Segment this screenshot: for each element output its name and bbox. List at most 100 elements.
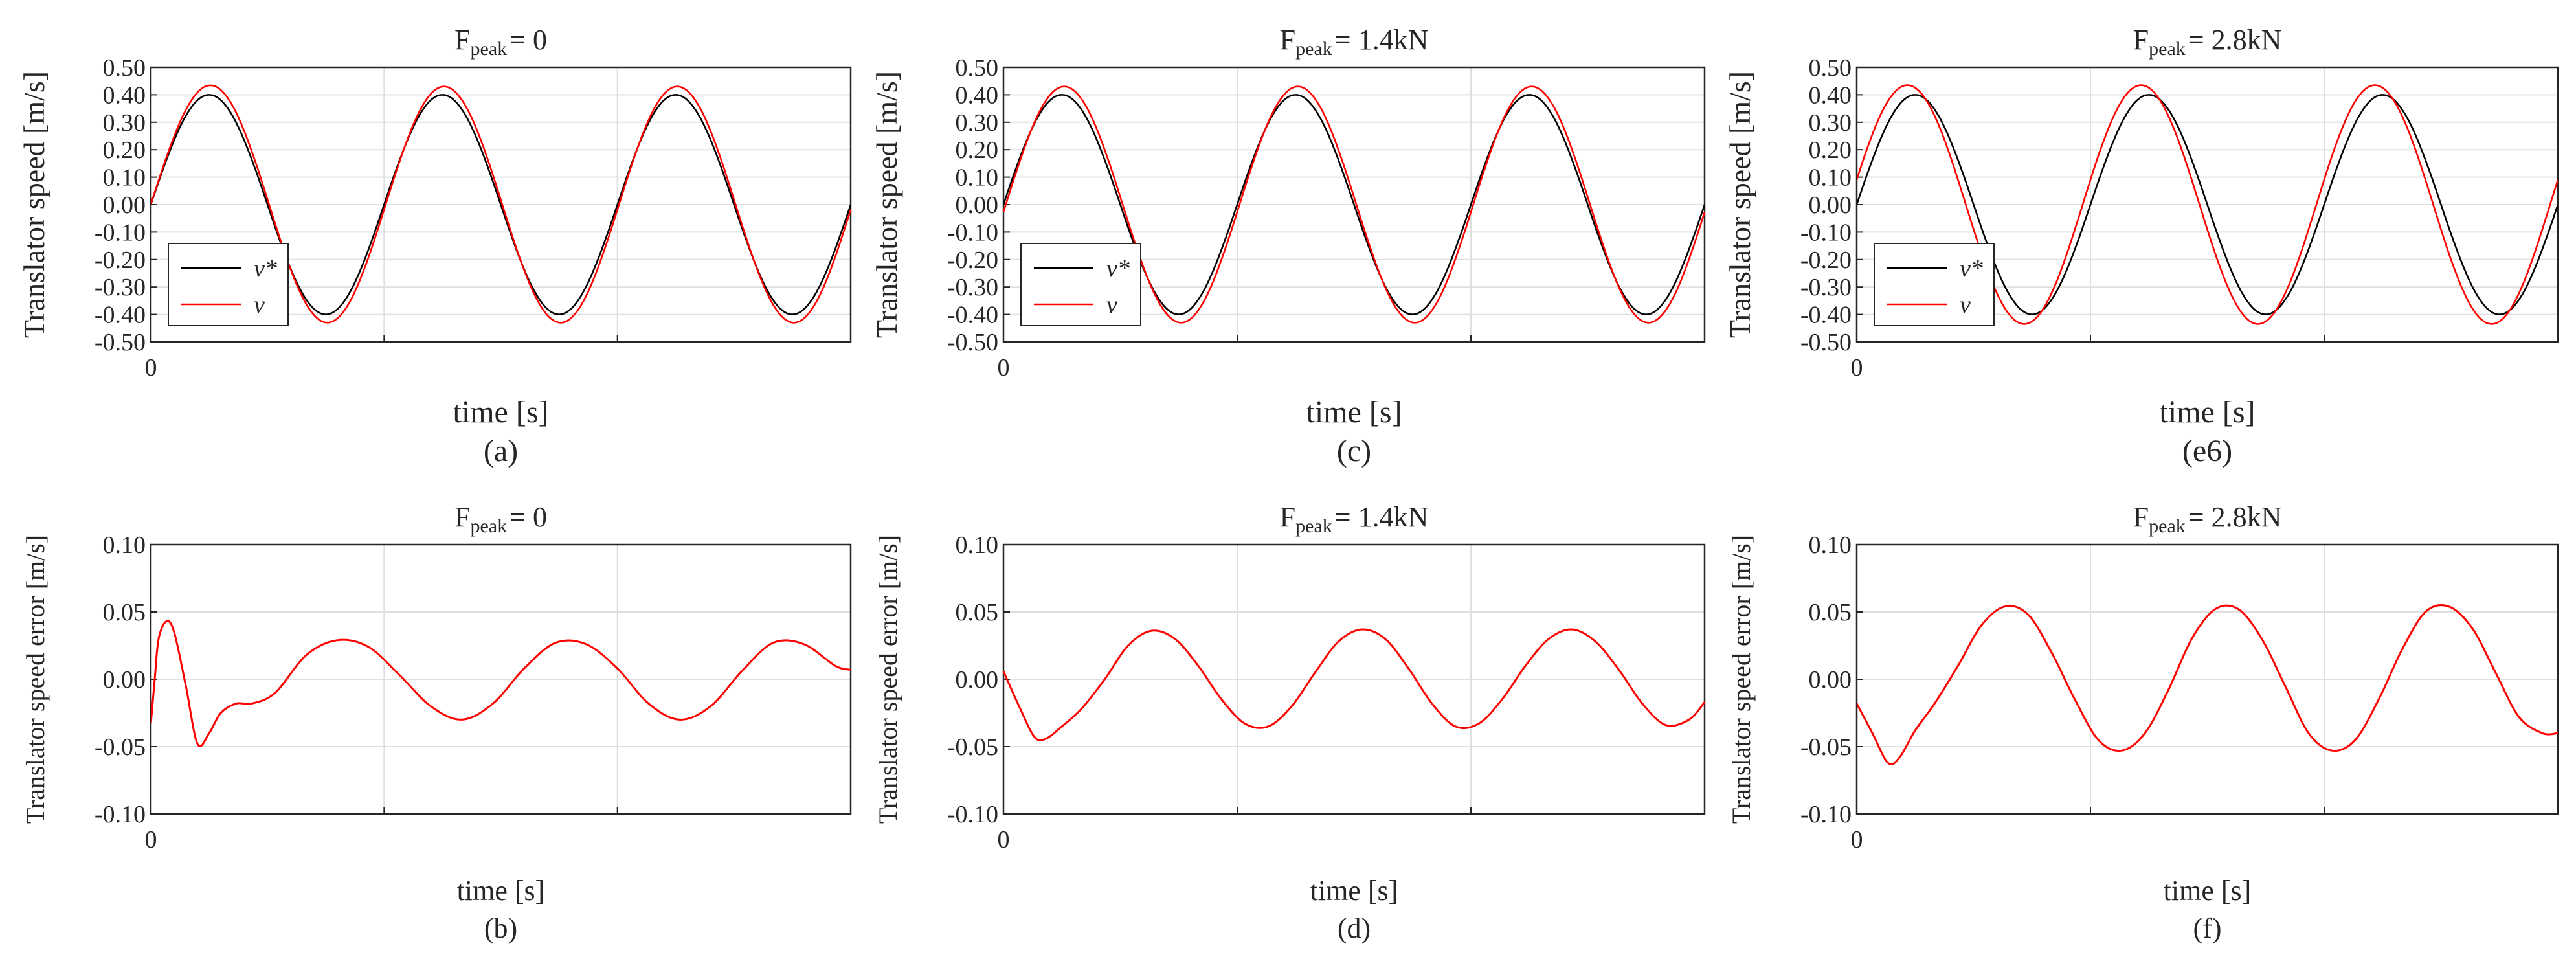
- title-rest: = 2.8kN: [2188, 24, 2282, 56]
- subfigure-caption: (c): [1337, 434, 1371, 468]
- y-axis-label: Translator speed [m/s]: [870, 71, 903, 338]
- y-tick-label: -0.20: [95, 247, 146, 274]
- series-line-error: [1003, 628, 1705, 742]
- y-tick-label: 0.30: [103, 109, 146, 137]
- title-rest: = 0: [510, 501, 547, 533]
- title-subscript: peak: [2149, 515, 2186, 537]
- y-tick-label: -0.40: [947, 302, 998, 329]
- y-axis-label: Translator speed error [m/s]: [1727, 535, 1756, 824]
- legend-label: v*: [1106, 255, 1130, 282]
- y-tick-label: 0.10: [103, 164, 146, 192]
- series-group: [151, 620, 851, 747]
- title-rest: = 1.4kN: [1335, 24, 1429, 56]
- series-group: [151, 84, 851, 324]
- y-tick-label: -0.10: [947, 219, 998, 246]
- legend-box: [1020, 243, 1141, 326]
- title-base: F: [1280, 501, 1295, 533]
- legend-label: v: [1106, 291, 1117, 319]
- y-tick-label: 0.30: [1809, 109, 1852, 137]
- title-subscript: peak: [1295, 38, 1332, 60]
- chart-title: Fpeak= 0: [454, 24, 547, 60]
- y-tick-label: -0.05: [1800, 734, 1852, 761]
- y-tick-label: -0.40: [95, 302, 146, 329]
- y-tick-label: 0.10: [956, 164, 999, 192]
- chart-title: Fpeak= 0: [454, 501, 547, 537]
- y-tick-label: 0.00: [1809, 666, 1852, 694]
- y-tick-label: -0.10: [947, 801, 998, 828]
- x-tick-label: 0: [145, 354, 157, 381]
- title-rest: = 2.8kN: [2188, 501, 2282, 533]
- y-tick-label: 0.10: [956, 532, 999, 559]
- y-axis-label: Translator speed error [m/s]: [21, 535, 50, 824]
- y-tick-label: 0.20: [1809, 137, 1852, 164]
- series-group: [1003, 628, 1705, 742]
- title-rest: = 0: [510, 24, 547, 56]
- y-tick-label: 0.50: [103, 54, 146, 82]
- title-base: F: [2133, 501, 2149, 533]
- y-tick-label: -0.05: [947, 734, 998, 761]
- x-axis-label: time [s]: [2160, 395, 2256, 429]
- y-tick-label: 0.10: [1809, 532, 1852, 559]
- subfigure-caption: (e6): [2182, 434, 2232, 468]
- y-tick-label: 0.00: [956, 666, 999, 694]
- x-axis-label: time [s]: [2164, 875, 2252, 907]
- subfigure-caption: (d): [1338, 912, 1371, 944]
- legend-label: v: [1960, 291, 1971, 319]
- legend: v* v: [1874, 243, 1995, 326]
- y-tick-label: 0.10: [1809, 164, 1852, 192]
- legend: v* v: [168, 243, 289, 326]
- x-tick-label: 0: [145, 826, 157, 853]
- x-tick-label: 0: [998, 826, 1010, 853]
- y-tick-label: 0.00: [956, 192, 999, 219]
- y-tick-label: -0.05: [95, 734, 146, 761]
- x-axis-label: time [s]: [457, 875, 545, 907]
- y-tick-label: -0.30: [95, 274, 146, 301]
- title-base: F: [1280, 24, 1295, 56]
- series-group: [1003, 85, 1705, 324]
- series-line-v: [1857, 84, 2558, 325]
- subfigure-caption: (f): [2193, 912, 2222, 944]
- y-tick-label: -0.50: [1800, 329, 1852, 356]
- subfigure-caption: (b): [484, 912, 517, 944]
- x-tick-label: 0: [1851, 354, 1863, 381]
- y-tick-label: -0.40: [1800, 302, 1852, 329]
- y-tick-label: 0.00: [103, 666, 146, 694]
- y-tick-label: -0.30: [947, 274, 998, 301]
- series-line-v-star: [1857, 94, 2558, 315]
- chart-title: Fpeak= 1.4kN: [1280, 24, 1429, 60]
- y-axis-label: Translator speed [m/s]: [1723, 71, 1756, 338]
- panel-a: 0.500.400.300.200.100.00-0.10-0.20-0.30-…: [17, 24, 852, 468]
- legend: v* v: [1020, 243, 1141, 326]
- y-tick-label: -0.50: [95, 329, 146, 356]
- chart-title: Fpeak= 2.8kN: [2133, 24, 2282, 60]
- panel-e6: 0.500.400.300.200.100.00-0.10-0.20-0.30-…: [1723, 24, 2559, 468]
- y-tick-label: 0.05: [1809, 599, 1852, 626]
- series-group: [1857, 84, 2558, 325]
- y-tick-label: 0.10: [103, 532, 146, 559]
- y-tick-label: 0.30: [956, 109, 999, 137]
- panel-b: 0.10 0.05 0.00 -0.05 -0.100 Fpeak= 0 time [s] (…: [21, 501, 852, 944]
- legend-box: [168, 243, 289, 326]
- title-subscript: peak: [471, 38, 508, 60]
- subfigure-caption: (a): [484, 434, 518, 468]
- y-tick-label: -0.10: [1800, 219, 1852, 246]
- series-line-error: [151, 620, 851, 747]
- legend-label: v: [254, 291, 265, 319]
- title-subscript: peak: [1295, 515, 1332, 537]
- series-line-v: [151, 84, 851, 324]
- panel-c: 0.500.400.300.200.100.00-0.10-0.20-0.30-…: [870, 24, 1706, 468]
- series-group: [1857, 604, 2558, 765]
- y-tick-label: 0.05: [103, 599, 146, 626]
- x-axis-label: time [s]: [1306, 395, 1402, 429]
- y-tick-label: -0.10: [95, 801, 146, 828]
- y-tick-label: 0.00: [103, 192, 146, 219]
- chart-title: Fpeak= 2.8kN: [2133, 501, 2282, 537]
- y-tick-label: -0.20: [1800, 247, 1852, 274]
- legend-label: v*: [1960, 255, 1983, 282]
- y-tick-label: -0.30: [1800, 274, 1852, 301]
- x-tick-label: 0: [998, 354, 1010, 381]
- series-line-v-star: [1003, 94, 1705, 315]
- title-rest: = 1.4kN: [1335, 501, 1429, 533]
- legend-label: v*: [254, 255, 277, 282]
- y-tick-label: -0.10: [1800, 801, 1852, 828]
